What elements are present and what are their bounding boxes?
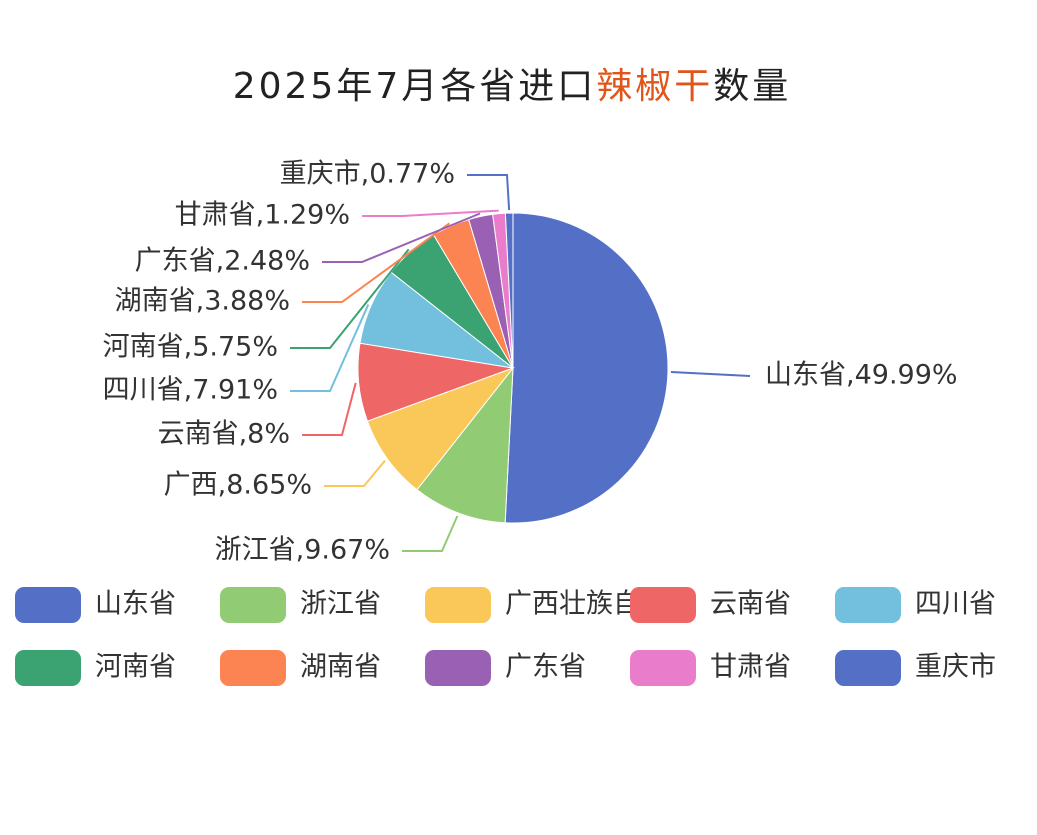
- leader-line: [324, 459, 386, 487]
- legend-label: 浙江省: [300, 589, 381, 620]
- leader-line: [290, 248, 410, 349]
- legend-label: 湖南省: [300, 652, 381, 683]
- pie-slice: [504, 212, 514, 369]
- title-highlight: 辣椒干: [596, 66, 713, 107]
- title-part: 2025年7月各省进口: [233, 66, 597, 107]
- data-label: 四川省,7.91%: [103, 375, 278, 406]
- leader-line: [402, 515, 459, 552]
- leader-line: [290, 304, 370, 392]
- chart-title: 2025年7月各省进口辣椒干数量: [233, 66, 792, 107]
- data-label: 河南省,5.75%: [103, 332, 278, 363]
- legend-swatch: [630, 587, 696, 623]
- legend-label: 山东省: [95, 589, 176, 620]
- legend-swatch: [425, 587, 491, 623]
- legend-swatch: [15, 587, 81, 623]
- leader-line: [670, 371, 751, 377]
- legend-label: 重庆市: [915, 652, 996, 683]
- pie-slice: [416, 366, 514, 524]
- data-label: 山东省,49.99%: [765, 360, 958, 391]
- data-label: 广西,8.65%: [164, 470, 312, 501]
- legend-label: 广东省: [505, 652, 586, 683]
- leader-line: [467, 174, 511, 211]
- data-label: 重庆市,0.77%: [280, 159, 455, 190]
- legend-label: 四川省: [915, 589, 996, 620]
- leader-line: [322, 212, 481, 263]
- leader-line: [302, 222, 451, 303]
- leader-line: [302, 382, 357, 436]
- legend-label: 河南省: [95, 652, 176, 683]
- legend-swatch: [630, 650, 696, 686]
- legend-swatch: [835, 650, 901, 686]
- data-label: 浙江省,9.67%: [215, 535, 390, 566]
- legend-swatch: [15, 650, 81, 686]
- legend-label: 云南省: [710, 589, 791, 620]
- data-label: 甘肃省,1.29%: [175, 200, 350, 231]
- legend-label: 甘肃省: [710, 652, 791, 683]
- pie-slice: [366, 366, 515, 491]
- data-label: 广东省,2.48%: [135, 246, 310, 277]
- legend-swatch: [220, 650, 286, 686]
- leader-line: [362, 209, 499, 217]
- data-label: 湖南省,3.88%: [115, 286, 290, 317]
- pie-slice: [504, 212, 669, 524]
- data-label: 云南省,8%: [158, 419, 290, 450]
- title-part: 数量: [713, 66, 791, 107]
- legend-swatch: [220, 587, 286, 623]
- legend-swatch: [835, 587, 901, 623]
- legend-swatch: [425, 650, 491, 686]
